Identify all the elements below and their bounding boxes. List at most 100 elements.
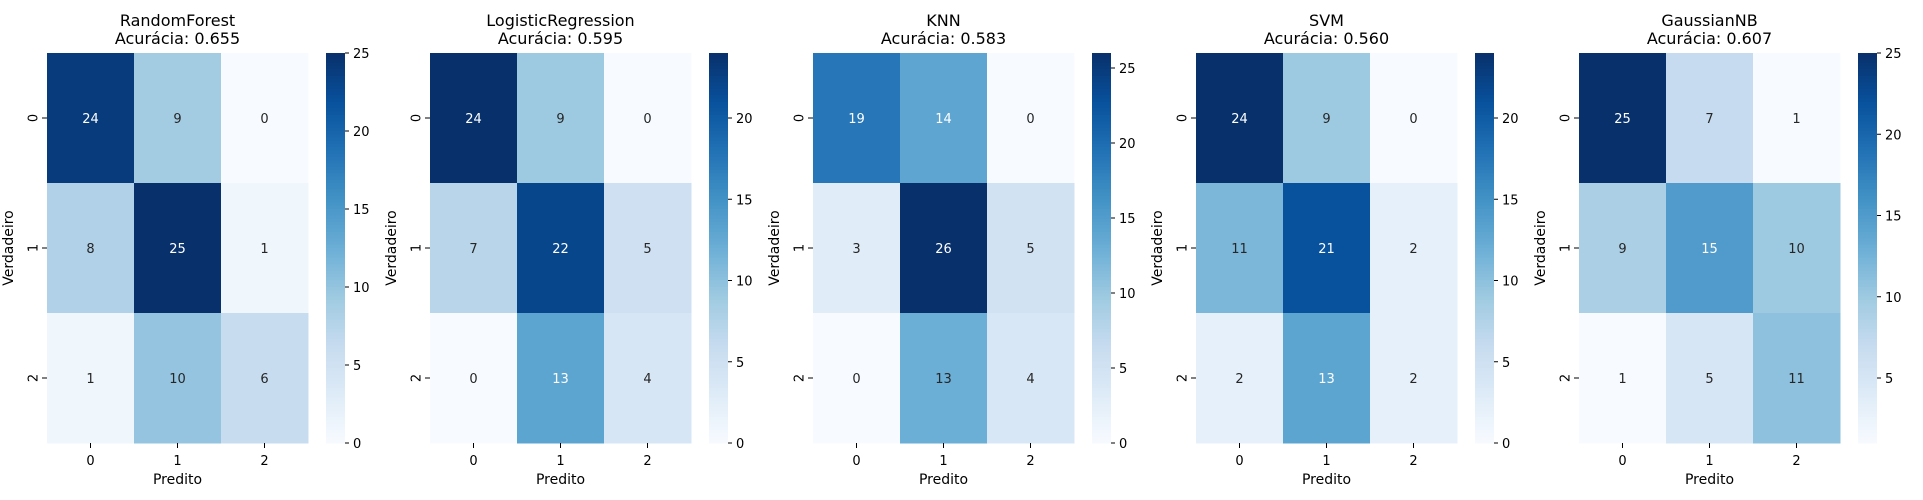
colorbar-segment <box>326 131 345 135</box>
colorbar-segment <box>1475 222 1494 226</box>
colorbar-segment <box>1475 166 1494 171</box>
colorbar-segment <box>709 105 728 109</box>
heatmap-cell <box>1666 183 1754 314</box>
colorbar-segment <box>326 319 345 324</box>
colorbar-segment <box>1858 345 1877 350</box>
colorbar-segment <box>326 306 345 311</box>
colorbar-segment <box>1475 124 1494 129</box>
colorbar-segment <box>326 205 345 210</box>
colorbar-segment <box>1475 144 1494 148</box>
colorbar-segment <box>1092 407 1111 412</box>
colorbar-segment <box>1092 196 1111 200</box>
heatmap-cell <box>900 183 988 314</box>
colorbar-segment <box>326 79 345 83</box>
colorbar-segment <box>326 244 345 249</box>
colorbar-segment <box>1858 202 1877 207</box>
colorbar-segment <box>709 339 728 343</box>
colorbar-segment <box>1092 400 1111 405</box>
x-tick-label: 0 <box>86 454 94 469</box>
cell-value-label: 0 <box>469 372 477 387</box>
colorbar-segment <box>709 261 728 265</box>
colorbar-segment <box>1858 326 1877 330</box>
heatmap-cell <box>1579 183 1667 314</box>
colorbar-segment <box>326 160 345 165</box>
colorbar-segment <box>1475 397 1494 402</box>
colorbar-segment <box>326 371 345 376</box>
x-tick-label: 1 <box>1705 454 1713 469</box>
colorbar-segment <box>1475 384 1494 389</box>
colorbar-segment <box>1092 92 1111 96</box>
heatmap-cell <box>1196 53 1284 184</box>
x-axis-label: Predito <box>1685 472 1734 488</box>
colorbar-segment <box>1475 82 1494 87</box>
colorbar-segment <box>1858 413 1877 418</box>
colorbar-segment <box>1858 196 1877 200</box>
colorbar-segment <box>1858 436 1877 441</box>
colorbar-segment <box>1092 309 1111 314</box>
colorbar-segment <box>1475 348 1494 353</box>
colorbar-tick-label: 10 <box>353 281 370 296</box>
heatmap-cell <box>1283 313 1371 444</box>
colorbar-segment <box>709 400 728 405</box>
colorbar-segment <box>1092 251 1111 256</box>
colorbar-tick-label: 5 <box>1502 356 1510 371</box>
colorbar-segment <box>326 186 345 191</box>
colorbar-segment <box>709 121 728 126</box>
y-tick-label: 0 <box>1559 114 1574 122</box>
heatmap-cell <box>1753 53 1841 184</box>
colorbar-segment <box>326 365 345 369</box>
colorbar-segment <box>326 134 345 139</box>
colorbar-segment <box>326 183 345 187</box>
colorbar-segment <box>1092 192 1111 197</box>
colorbar-segment <box>709 244 728 249</box>
colorbar-segment <box>1475 423 1494 428</box>
colorbar-segment <box>326 127 345 132</box>
cell-value-label: 13 <box>552 372 569 387</box>
colorbar-segment <box>1475 257 1494 262</box>
colorbar-segment <box>1475 183 1494 187</box>
colorbar-segment <box>709 264 728 269</box>
colorbar-segment <box>326 339 345 343</box>
colorbar-segment <box>1475 365 1494 369</box>
colorbar-segment <box>1475 287 1494 291</box>
colorbar-segment <box>1475 345 1494 350</box>
colorbar-segment <box>1475 79 1494 83</box>
heatmap-cell <box>1753 313 1841 444</box>
colorbar-segment <box>1092 433 1111 438</box>
cell-value-label: 25 <box>1614 112 1631 127</box>
cell-value-label: 24 <box>465 112 482 127</box>
colorbar-segment <box>326 326 345 330</box>
colorbar-segment <box>1475 134 1494 139</box>
colorbar-segment <box>709 410 728 415</box>
y-tick-label: 1 <box>410 244 425 252</box>
colorbar-tick-label: 0 <box>1119 437 1127 452</box>
cell-value-label: 11 <box>1231 242 1248 257</box>
colorbar-segment <box>709 160 728 165</box>
colorbar-segment <box>1092 88 1111 93</box>
y-tick-label: 0 <box>1176 114 1191 122</box>
colorbar-segment <box>1092 319 1111 324</box>
colorbar-segment <box>1475 95 1494 100</box>
colorbar-segment <box>326 75 345 80</box>
colorbar-segment <box>1475 56 1494 61</box>
colorbar-segment <box>1858 238 1877 243</box>
colorbar-segment <box>1092 368 1111 373</box>
colorbar-segment <box>1858 358 1877 363</box>
colorbar-tick-label: 25 <box>1119 62 1136 77</box>
cell-value-label: 15 <box>1701 242 1718 257</box>
colorbar-segment <box>326 404 345 408</box>
colorbar-segment <box>1092 56 1111 61</box>
colorbar-segment <box>1858 170 1877 174</box>
cell-value-label: 0 <box>852 372 860 387</box>
colorbar-segment <box>326 290 345 295</box>
colorbar-segment <box>1475 280 1494 285</box>
colorbar-segment <box>1858 339 1877 343</box>
cell-value-label: 0 <box>260 112 268 127</box>
y-tick-label: 0 <box>410 114 425 122</box>
colorbar-segment <box>1475 368 1494 373</box>
heatmap-cell <box>134 183 222 314</box>
colorbar-segment <box>1475 98 1494 103</box>
colorbar-segment <box>1475 283 1494 288</box>
colorbar-segment <box>326 189 345 194</box>
chart-title: RandomForest <box>120 11 235 30</box>
